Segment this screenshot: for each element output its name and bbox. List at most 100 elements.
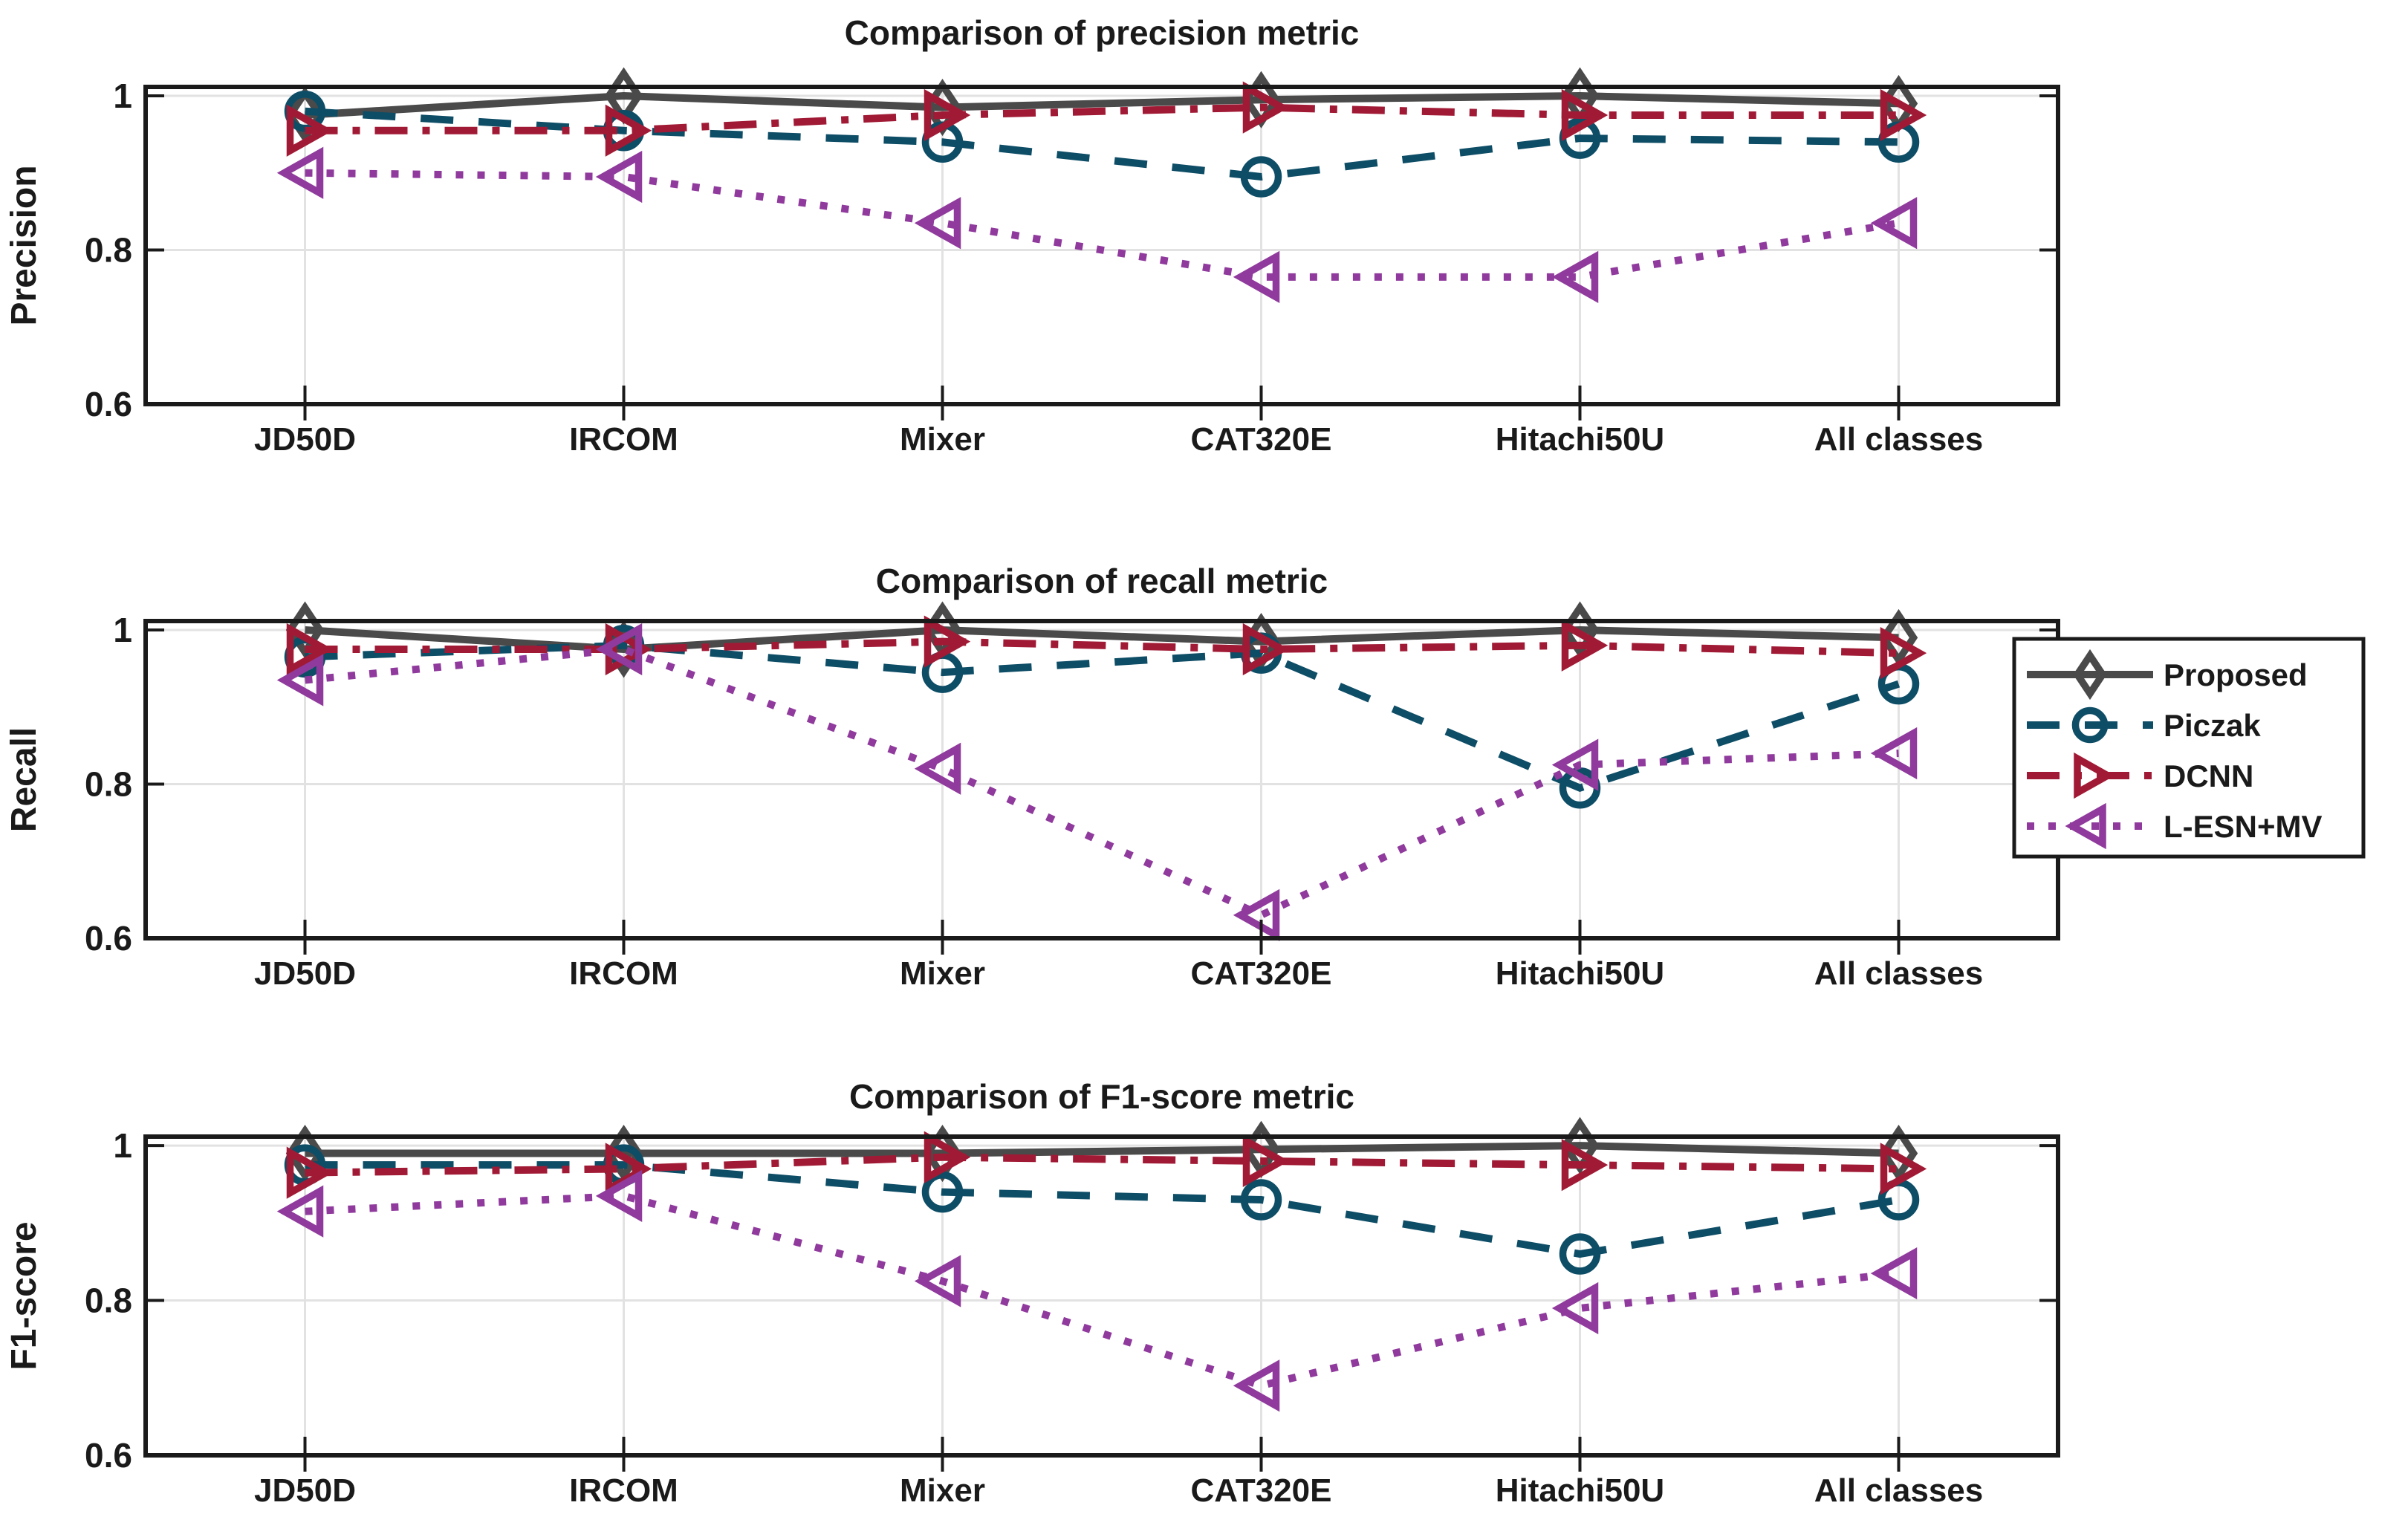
axis-box (143, 619, 2060, 940)
legend-marker-piczak (2071, 706, 2109, 744)
marker-dcnn (924, 1131, 971, 1183)
series-line-l-esn-mv (305, 1192, 1900, 1390)
legend-label: DCNN (2164, 758, 2253, 793)
x-tick-label: Hitachi50U (1496, 421, 1664, 458)
marker-dcnn (1880, 627, 1927, 680)
marker-l-esn-mv (276, 1185, 324, 1238)
y-axis-label: F1-score (4, 1221, 44, 1370)
marker-proposed (1879, 608, 1918, 666)
series-line-piczak (305, 1161, 1900, 1258)
x-tick-label: Mixer (900, 421, 985, 458)
legend-label: L-ESN+MV (2164, 809, 2323, 844)
series-line-l-esn-mv (305, 169, 1900, 281)
y-tick-label: 1 (113, 611, 132, 649)
marker-l-esn-mv (595, 150, 643, 204)
x-tick-label: CAT320E (1191, 421, 1332, 458)
chart-recall: Comparison of recall metric 0.6 0.8 1 JD50D I… (4, 562, 2060, 992)
x-tick-label: All classes (1814, 1472, 1984, 1509)
marker-l-esn-mv (595, 1169, 643, 1222)
marker-piczak (1240, 156, 1282, 198)
x-tick-label: All classes (1814, 955, 1984, 992)
marker-l-esn-mv (1551, 1281, 1599, 1335)
marker-proposed (604, 1124, 643, 1183)
series-line-piczak (305, 641, 1901, 793)
marker-l-esn-mv (1870, 727, 1918, 780)
legend: Proposed Piczak DCNN L-ESN+MV (2012, 637, 2366, 859)
legend-marker-l-esn-mv (2065, 802, 2106, 850)
marker-dcnn (924, 615, 971, 668)
y-tick-label: 1 (113, 77, 132, 115)
marker-l-esn-mv (1233, 250, 1280, 303)
y-tick-label: 0.8 (85, 765, 132, 804)
x-tick-label: JD50D (254, 421, 356, 458)
marker-l-esn-mv (1233, 888, 1280, 942)
marker-l-esn-mv (914, 742, 961, 795)
x-tick-label: IRCOM (569, 955, 678, 992)
x-tick-label: IRCOM (569, 1472, 678, 1509)
legend-entry-proposed: Proposed (2027, 649, 2308, 701)
series-line-dcnn (305, 637, 1899, 657)
x-tick-label: All classes (1814, 421, 1984, 458)
series-line-piczak (305, 107, 1899, 181)
legend-entry-piczak: Piczak (2027, 706, 2261, 744)
marker-dcnn (1242, 1134, 1290, 1188)
chart-title: Comparison of precision metric (845, 13, 1360, 52)
axis-box (143, 85, 2060, 406)
marker-proposed (1879, 1124, 1918, 1183)
marker-l-esn-mv (276, 654, 324, 706)
marker-piczak (1559, 1233, 1601, 1275)
marker-dcnn (1242, 81, 1290, 134)
marker-dcnn (1561, 88, 1609, 142)
series-line-dcnn (305, 103, 1899, 134)
y-tick-label: 0.6 (85, 385, 132, 423)
marker-l-esn-mv (1870, 197, 1918, 250)
marker-piczak (921, 1171, 964, 1213)
marker-dcnn (924, 88, 971, 142)
y-tick-label: 0.8 (85, 1281, 132, 1320)
legend-entry-dcnn: DCNN (2027, 752, 2253, 799)
marker-dcnn (286, 1146, 334, 1199)
legend-label: Proposed (2164, 657, 2308, 692)
chart-f1-score: Comparison of F1-score metric 0.6 0.8 1 JD50… (4, 1077, 2060, 1509)
x-tick-label: CAT320E (1191, 955, 1332, 992)
marker-proposed (285, 86, 325, 144)
marker-dcnn (286, 623, 334, 676)
marker-dcnn (1561, 619, 1609, 672)
legend-marker-dcnn (2074, 752, 2115, 799)
y-axis-label: Precision (4, 165, 44, 325)
y-tick-label: 1 (113, 1126, 132, 1165)
y-axis-label: Recall (4, 727, 44, 832)
x-tick-label: IRCOM (569, 421, 678, 458)
chart-title: Comparison of F1-score metric (849, 1077, 1354, 1116)
marker-dcnn (1880, 1143, 1927, 1195)
series-l-esn-mv (276, 146, 1918, 303)
marker-l-esn-mv (276, 146, 324, 199)
series-line-proposed (305, 1142, 1899, 1157)
marker-proposed (285, 1124, 325, 1183)
series-l-esn-mv (276, 1169, 1918, 1412)
chart-precision: Comparison of precision metric 0.6 0.8 1 JD5… (4, 13, 2060, 458)
y-tick-label: 0.8 (85, 231, 132, 270)
marker-dcnn (1880, 88, 1927, 142)
marker-l-esn-mv (1870, 1247, 1918, 1300)
marker-dcnn (1561, 1139, 1609, 1192)
marker-l-esn-mv (914, 1255, 961, 1307)
series-line-proposed (305, 92, 1899, 119)
marker-l-esn-mv (595, 623, 643, 676)
marker-l-esn-mv (1551, 250, 1599, 303)
legend-label: Piczak (2164, 708, 2261, 743)
series-dcnn (286, 81, 1927, 157)
series-line-proposed (305, 626, 1899, 653)
y-tick-label: 0.6 (85, 919, 132, 958)
series-piczak (284, 625, 1920, 809)
x-tick-label: Hitachi50U (1496, 1472, 1664, 1509)
series-line-dcnn (305, 1153, 1899, 1177)
marker-dcnn (605, 104, 652, 157)
series-line-l-esn-mv (305, 645, 1899, 920)
y-tick-label: 0.6 (85, 1436, 132, 1475)
legend-marker-proposed (2073, 649, 2107, 701)
x-tick-label: Hitachi50U (1496, 955, 1664, 992)
series-l-esn-mv (276, 623, 1918, 942)
